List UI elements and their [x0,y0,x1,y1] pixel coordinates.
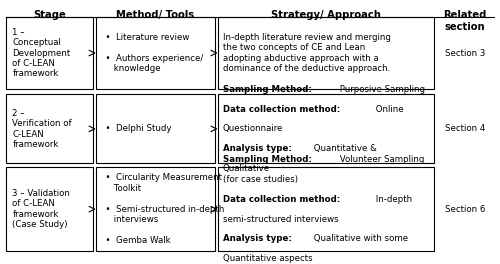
Text: Sampling Method:: Sampling Method: [222,85,312,94]
Text: Data collection method:: Data collection method: [222,105,340,114]
Text: Purposive Sampling: Purposive Sampling [336,85,424,94]
Text: semi-structured interviews: semi-structured interviews [222,215,338,224]
FancyBboxPatch shape [96,95,215,163]
Text: 2 –
Verification of
C-LEAN
framework: 2 – Verification of C-LEAN framework [12,109,72,149]
Text: In-depth literature review and merging
the two concepts of CE and Lean
adopting : In-depth literature review and merging t… [222,33,390,73]
FancyBboxPatch shape [96,17,215,89]
Text: Data collection method:: Data collection method: [222,195,340,204]
FancyBboxPatch shape [6,95,94,163]
Text: Strategy/ Approach: Strategy/ Approach [271,10,381,20]
Text: 3 – Validation
of C-LEAN
framework
(Case Study): 3 – Validation of C-LEAN framework (Case… [12,189,70,229]
Text: (for case studies): (for case studies) [222,175,298,184]
Text: •  Delphi Study: • Delphi Study [100,124,172,133]
Text: Section 4: Section 4 [445,124,485,133]
FancyBboxPatch shape [96,167,215,251]
Text: •  Circularity Measurement
     Toolkit

  •  Semi-structured in-depth
     inte: • Circularity Measurement Toolkit • Semi… [100,173,224,245]
Text: Stage: Stage [34,10,66,20]
FancyBboxPatch shape [218,17,434,89]
Text: Analysis type:: Analysis type: [222,234,292,243]
Text: Online: Online [373,105,404,114]
FancyBboxPatch shape [218,95,434,163]
Text: •  Literature review

  •  Authors experience/
     knowledge: • Literature review • Authors experience… [100,33,203,73]
FancyBboxPatch shape [6,17,94,89]
Text: Sampling Method:: Sampling Method: [222,155,312,164]
FancyBboxPatch shape [6,167,94,251]
Text: Method/ Tools: Method/ Tools [116,10,194,20]
Text: Questionnaire: Questionnaire [222,124,283,133]
Text: Quantitative &: Quantitative & [311,144,377,153]
Text: Related
section: Related section [444,10,486,32]
Text: In-depth: In-depth [373,195,412,204]
Text: Section 3: Section 3 [445,49,485,58]
Text: Qualitative: Qualitative [222,164,270,173]
Text: Analysis type:: Analysis type: [222,144,292,153]
Text: 1 –
Conceptual
Development
of C-LEAN
framework: 1 – Conceptual Development of C-LEAN fra… [12,28,70,78]
Text: Qualitative with some: Qualitative with some [311,234,408,243]
Text: Section 6: Section 6 [445,205,485,214]
Text: Quantitative aspects: Quantitative aspects [222,254,312,263]
FancyBboxPatch shape [218,167,434,251]
Text: Volunteer Sampling: Volunteer Sampling [336,155,424,164]
